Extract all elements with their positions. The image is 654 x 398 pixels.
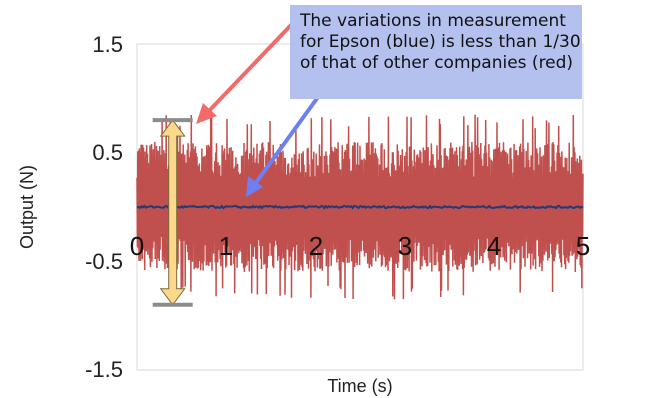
x-tick-label: 5 xyxy=(576,231,590,261)
red-arrow-head xyxy=(196,103,217,124)
x-tick-label: 3 xyxy=(398,231,412,261)
annotation-line: The variations in measurement xyxy=(300,11,566,31)
red-callout-arrow xyxy=(196,22,294,124)
x-tick-label: 0 xyxy=(130,231,144,261)
y-tick-label: -1.5 xyxy=(85,357,123,382)
x-axis-label: Time (s) xyxy=(327,376,392,396)
x-tick-label: 1 xyxy=(219,231,233,261)
x-tick-label: 2 xyxy=(309,231,323,261)
series-line-epson xyxy=(136,204,584,210)
series-line-other-companies xyxy=(136,114,584,300)
red-arrow-shaft xyxy=(206,22,294,114)
blue-arrow-shaft xyxy=(253,95,320,186)
range-marker xyxy=(152,118,193,307)
annotation-callout: The variations in measurement for Epson … xyxy=(290,5,582,99)
x-tick-label: 4 xyxy=(487,231,501,261)
y-tick-label: 1.5 xyxy=(92,32,123,57)
annotation-line: for Epson (blue) is less than 1/30 xyxy=(300,32,581,52)
y-tick-label: 0.5 xyxy=(92,140,123,165)
annotation-line: of that of other companies (red) xyxy=(300,53,574,73)
blue-arrow-head xyxy=(246,176,263,197)
y-tick-label: -0.5 xyxy=(85,249,123,274)
blue-callout-arrow xyxy=(246,95,320,197)
y-axis-label: Output (N) xyxy=(17,165,37,249)
